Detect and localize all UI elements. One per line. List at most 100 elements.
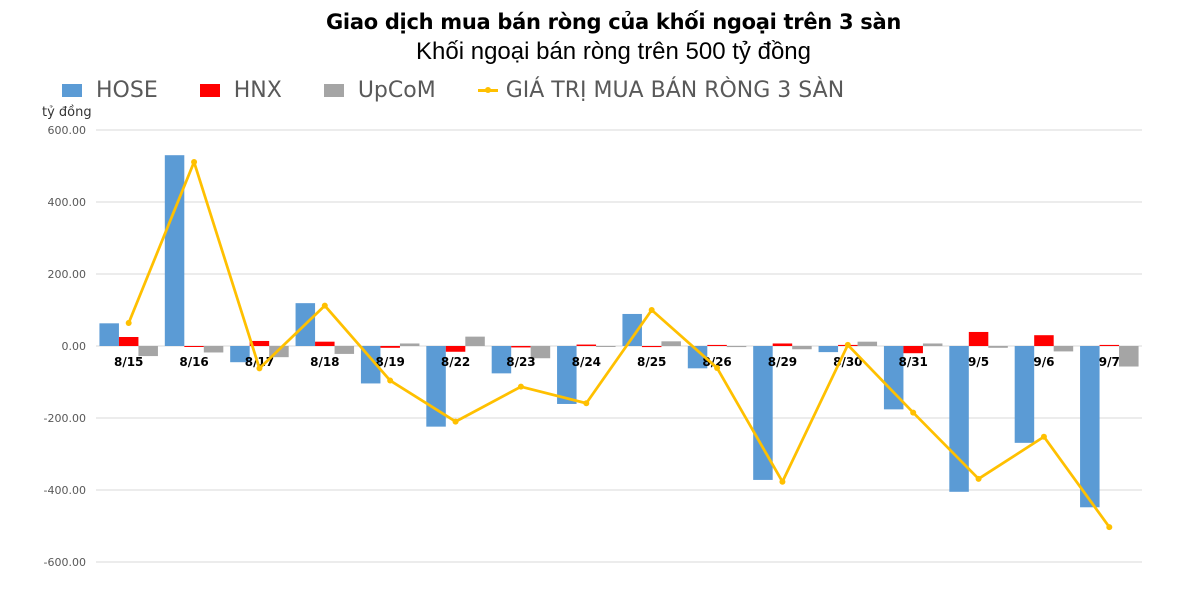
line-point-marker[interactable] bbox=[125, 319, 132, 326]
line-point-marker[interactable] bbox=[1040, 433, 1047, 440]
bar-hnx[interactable] bbox=[772, 343, 793, 346]
bar-upcom[interactable] bbox=[661, 341, 681, 346]
y-tick-label: 200.00 bbox=[48, 268, 87, 281]
bar-hose[interactable] bbox=[360, 346, 381, 384]
bar-hnx[interactable] bbox=[1099, 344, 1120, 346]
bar-hnx[interactable] bbox=[576, 344, 597, 346]
x-category-label: 8/22 bbox=[441, 355, 470, 369]
net-value-line bbox=[125, 159, 1113, 531]
line-point-marker[interactable] bbox=[910, 409, 917, 416]
y-axis-unit: tỷ đồng bbox=[42, 105, 92, 120]
bar-upcom[interactable] bbox=[399, 343, 420, 346]
line-point-marker[interactable] bbox=[583, 400, 590, 407]
legend-label: HNX bbox=[233, 78, 282, 103]
line-point-marker[interactable] bbox=[321, 302, 328, 309]
bar-hnx[interactable] bbox=[184, 346, 204, 347]
bar-upcom[interactable] bbox=[726, 346, 747, 348]
legend-item-upcom[interactable]: UpCoM bbox=[323, 78, 436, 103]
x-category-label: 8/26 bbox=[702, 355, 731, 369]
bar-hose[interactable] bbox=[1080, 346, 1100, 508]
x-category-label: 8/31 bbox=[898, 355, 927, 369]
line-point-marker[interactable] bbox=[1106, 524, 1113, 531]
line-point-marker[interactable] bbox=[191, 159, 198, 166]
line-point-marker[interactable] bbox=[779, 478, 786, 485]
bar-hose[interactable] bbox=[230, 346, 250, 363]
bar-hose[interactable] bbox=[753, 346, 773, 480]
chart-subtitle: Khối ngoại bán ròng trên 500 tỷ đồng bbox=[416, 38, 811, 65]
bar-hnx[interactable] bbox=[707, 344, 727, 346]
bar-hnx[interactable] bbox=[903, 346, 923, 354]
bar-hose[interactable] bbox=[164, 155, 185, 346]
bar-series bbox=[99, 155, 1139, 508]
bar-hose[interactable] bbox=[491, 346, 512, 374]
hose-swatch-icon bbox=[62, 84, 82, 97]
net-value-polyline bbox=[127, 160, 1111, 528]
x-category-label: 8/25 bbox=[637, 355, 666, 369]
y-tick-label: -400.00 bbox=[44, 484, 86, 497]
line-marker-icon bbox=[477, 87, 498, 93]
x-category-label: 9/5 bbox=[968, 355, 989, 369]
bar-hose[interactable] bbox=[557, 346, 577, 404]
y-tick-label: -200.00 bbox=[44, 412, 86, 425]
line-point-marker[interactable] bbox=[517, 383, 524, 390]
bar-hose[interactable] bbox=[818, 346, 839, 353]
bar-hose[interactable] bbox=[949, 346, 969, 492]
chart-title: Giao dịch mua bán ròng của khối ngoại tr… bbox=[325, 10, 901, 34]
x-category-label: 9/7 bbox=[1099, 355, 1120, 369]
y-tick-label: 600.00 bbox=[48, 124, 87, 137]
x-category-label: 8/15 bbox=[114, 355, 143, 369]
legend-label: HOSE bbox=[96, 78, 158, 103]
bar-upcom[interactable] bbox=[988, 346, 1008, 348]
bar-hose[interactable] bbox=[883, 346, 904, 410]
x-category-label: 9/6 bbox=[1033, 355, 1054, 369]
bar-upcom[interactable] bbox=[1053, 346, 1074, 352]
bar-upcom[interactable] bbox=[465, 336, 485, 346]
bar-hnx[interactable] bbox=[380, 346, 400, 348]
legend-item-hnx[interactable]: HNX bbox=[199, 78, 282, 103]
y-axis-ticks: 600.00 400.00 200.00 0.00 -200.00 -400.00 -600… bbox=[44, 124, 86, 569]
line-point-marker[interactable] bbox=[844, 341, 851, 348]
bar-hose[interactable] bbox=[622, 313, 642, 346]
bar-upcom[interactable] bbox=[596, 346, 616, 347]
bar-upcom[interactable] bbox=[1119, 346, 1139, 367]
bar-hose[interactable] bbox=[99, 323, 119, 346]
line-point-marker[interactable] bbox=[256, 365, 263, 372]
bar-hnx[interactable] bbox=[511, 346, 531, 348]
bar-upcom[interactable] bbox=[138, 346, 158, 357]
bar-hnx[interactable] bbox=[249, 340, 270, 346]
y-tick-label: 400.00 bbox=[48, 196, 87, 209]
x-category-label: 8/24 bbox=[572, 355, 601, 369]
bar-hnx[interactable] bbox=[641, 346, 662, 348]
x-category-label: 8/17 bbox=[245, 355, 274, 369]
line-point-marker[interactable] bbox=[648, 307, 655, 313]
legend-label: GIÁ TRỊ MUA BÁN RÒNG 3 SÀN bbox=[505, 78, 845, 103]
bar-hnx[interactable] bbox=[118, 337, 139, 346]
bar-hnx[interactable] bbox=[445, 346, 466, 352]
chart-legend: HOSE HNX UpCoM GIÁ TRỊ MUA BÁN RÒNG 3 SÀ… bbox=[62, 78, 886, 103]
bar-upcom[interactable] bbox=[530, 346, 551, 359]
bar-hose[interactable] bbox=[687, 346, 708, 369]
bar-hnx[interactable] bbox=[315, 341, 335, 346]
legend-item-net-value[interactable]: GIÁ TRỊ MUA BÁN RÒNG 3 SÀN bbox=[477, 78, 845, 103]
bar-upcom[interactable] bbox=[334, 346, 355, 354]
line-point-marker[interactable] bbox=[714, 364, 721, 371]
line-point-marker[interactable] bbox=[452, 418, 459, 425]
x-category-label: 8/18 bbox=[310, 355, 339, 369]
x-category-label: 8/19 bbox=[375, 355, 404, 369]
x-axis-labels: 8/15 8/16 8/17 8/18 8/19 8/22 8/23 8/24 8/25 8/26… bbox=[114, 355, 1120, 369]
bar-upcom[interactable] bbox=[203, 346, 224, 353]
x-category-label: 8/16 bbox=[179, 355, 208, 369]
y-tick-label: 0.00 bbox=[62, 340, 87, 353]
bar-upcom[interactable] bbox=[857, 341, 878, 346]
bar-upcom[interactable] bbox=[792, 346, 812, 350]
bar-upcom[interactable] bbox=[922, 343, 943, 346]
bar-upcom[interactable] bbox=[269, 346, 289, 358]
line-point-marker[interactable] bbox=[387, 377, 394, 384]
bar-hose[interactable] bbox=[1014, 346, 1035, 443]
bar-hnx[interactable] bbox=[968, 331, 989, 346]
hnx-swatch-icon bbox=[199, 84, 220, 97]
bar-hnx[interactable] bbox=[1034, 335, 1054, 346]
upcom-swatch-icon bbox=[323, 84, 344, 97]
line-point-marker[interactable] bbox=[975, 475, 982, 482]
legend-item-hose[interactable]: HOSE bbox=[62, 78, 158, 103]
